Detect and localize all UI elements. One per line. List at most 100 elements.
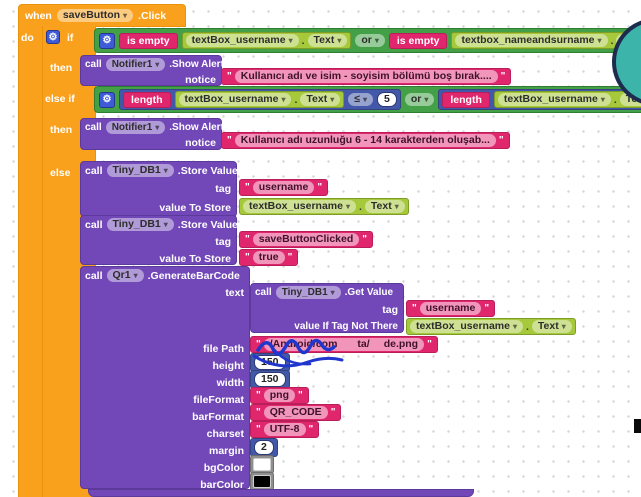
white-color-swatch[interactable] [253,458,271,471]
barcolor-label: barColor [200,478,244,491]
getter-property-dropdown[interactable]: Text▾ [531,320,572,333]
or-mutator-gear-icon[interactable]: ⚙ [99,91,115,108]
dropdown-caret-icon: ▾ [288,36,293,45]
getter-dot: . [294,93,298,106]
text-string-block[interactable]: " username " [239,179,329,196]
dropdown-caret-icon: ▾ [512,322,517,331]
text-string-block[interactable]: " png " [250,387,309,404]
call-keyword: call [85,269,103,282]
property-getter-block[interactable]: textBox_username▾ . Text▾ [493,91,641,108]
value-to-store-label: value To Store [159,201,231,214]
filepath-value[interactable]: /Android/com ta/de.png [263,338,425,351]
or-mutator-gear-icon[interactable]: ⚙ [99,32,115,49]
string-value[interactable]: username [252,181,315,194]
or-condition-block-1[interactable]: ⚙ is empty textBox_username ▾ . Text ▾ or ▾… [94,28,641,53]
when-event-block[interactable]: when saveButton ▾ .Click [18,4,186,27]
getter-component-dropdown[interactable]: textBox_username ▾ [243,200,356,213]
string-value[interactable]: QR_CODE [263,406,328,419]
string-value[interactable]: UTF-8 [263,423,306,436]
text-string-block[interactable]: " username " [406,300,496,317]
or-operator-dropdown[interactable]: or ▾ [355,34,385,47]
store-value-block-1[interactable]: call Tiny_DB1 ▾ .Store Value tag value To… [80,161,238,217]
getter-component-dropdown[interactable]: textBox_username ▾ [185,34,299,47]
number-block[interactable]: 150 [250,370,290,389]
show-alert-block-1[interactable]: call Notifier1 ▾ .Show Alert notice [80,55,224,86]
getter-component-dropdown[interactable]: textBox_username ▾ [497,93,611,106]
string-value[interactable]: username [419,302,482,315]
property-getter-block[interactable]: textBox_username▾ . Text▾ [406,318,576,335]
tinydb-dropdown[interactable]: Tiny_DB1 ▾ [106,164,174,177]
text-string-block[interactable]: " UTF-8 " [250,421,320,438]
show-alert-block-2[interactable]: call Notifier1 ▾ .Show Alert notice [80,118,224,150]
comparison-block[interactable]: length textBox_username ▾ . Text ▾ ≤ ▾ 5 [119,89,401,110]
tag-label: tag [382,303,398,316]
number-block[interactable]: 5 [377,92,397,107]
generate-barcode-block[interactable]: call Qr1 ▾ .GenerateBarCode text file Pat… [80,266,250,491]
or-operator-dropdown[interactable]: or ▾ [404,93,435,106]
comparison-block[interactable]: length textBox_username▾ . Text▾ [438,89,641,110]
store-value-block-2[interactable]: call Tiny_DB1 ▾ .Store Value tag value To… [80,215,238,265]
string-value[interactable]: true [252,251,285,264]
quote-mark: " [308,424,314,435]
text-string-block[interactable]: " Kullanıcı adı ve isim - soyisim bölümü… [221,68,512,85]
tag-label: tag [215,182,231,195]
text-string-block[interactable]: " Kullanıcı adı uzunluğu 6 - 14 karakter… [221,132,510,149]
quote-mark: " [256,407,261,418]
bgcolor-block[interactable] [250,455,274,474]
getter-component-dropdown[interactable]: textbox_nameandsurname ▾ [455,34,608,47]
quote-mark: " [256,424,261,435]
property-getter-block[interactable]: textBox_username▾ . Text▾ [239,198,409,215]
is-empty-block[interactable]: is empty [119,32,178,49]
string-value[interactable]: png [263,389,295,402]
else-label: else [50,167,71,179]
dropdown-caret-icon: ▾ [163,220,168,229]
property-getter-block[interactable]: textbox_nameandsurname▾ . Text▾ [451,32,641,49]
if-mutator-gear-icon[interactable]: ⚙ [46,30,60,44]
number-block[interactable]: 2 [250,438,278,457]
tinydb-dropdown[interactable]: Tiny_DB1 ▾ [275,286,341,299]
or-condition-block-2[interactable]: ⚙ length textBox_username ▾ . Text ▾ ≤ ▾ 5 … [94,86,641,113]
string-value[interactable]: saveButtonClicked [252,233,360,246]
property-getter-block[interactable]: textBox_username▾ . Text▾ [174,91,345,108]
getter-property-dropdown[interactable]: Text▾ [307,34,348,47]
comparison-operator-dropdown[interactable]: ≤ ▾ [348,93,374,106]
dropdown-caret-icon: ▾ [337,36,342,45]
charset-label: charset [206,427,244,440]
when-block-spine[interactable] [18,26,44,497]
tinydb-dropdown[interactable]: Tiny_DB1 ▾ [106,218,174,231]
text-string-block[interactable]: " QR_CODE " [250,404,342,421]
quote-mark: " [362,234,368,245]
event-component-dropdown[interactable]: saveButton ▾ [56,9,134,22]
property-getter-block[interactable]: textBox_username▾ . Text▾ [181,32,352,49]
quote-mark: " [500,71,506,82]
getter-component-dropdown[interactable]: textBox_username ▾ [410,320,523,333]
notice-label: notice [185,137,216,149]
block-bottom-edge [88,489,474,497]
dropdown-caret-icon: ▾ [394,202,399,211]
black-color-swatch[interactable] [253,475,271,488]
quote-mark: " [498,135,504,146]
getter-component-dropdown[interactable]: textBox_username ▾ [178,93,292,106]
height-label: height [212,359,245,372]
getter-property-dropdown[interactable]: Text▾ [364,200,405,213]
is-empty-block[interactable]: is empty [388,32,448,49]
filepath-string-block[interactable]: " /Android/com ta/de.png " [250,336,438,353]
notifier-dropdown[interactable]: Notifier1 ▾ [105,58,166,71]
method-label: .Store Value [177,218,238,231]
quote-mark: " [330,407,336,418]
text-string-block[interactable]: " saveButtonClicked " [239,231,374,248]
qr-dropdown[interactable]: Qr1 ▾ [106,269,144,282]
get-value-block[interactable]: call Tiny_DB1 ▾ .Get Value tag value If T… [250,283,404,333]
string-value[interactable]: Kullanıcı adı uzunluğu 6 - 14 karakterde… [234,134,496,147]
length-block[interactable]: length [123,91,171,108]
length-block[interactable]: length [442,91,490,108]
getter-dot: . [613,93,617,106]
string-value[interactable]: Kullanıcı adı ve isim - soyisim bölümü b… [234,70,498,83]
text-string-block[interactable]: " true " [239,249,299,266]
quote-mark: " [245,182,250,193]
notifier-dropdown[interactable]: Notifier1 ▾ [105,121,166,134]
getter-property-dropdown[interactable]: Text▾ [300,93,341,106]
call-keyword: call [255,287,272,298]
text-arg-label: text [225,287,244,299]
